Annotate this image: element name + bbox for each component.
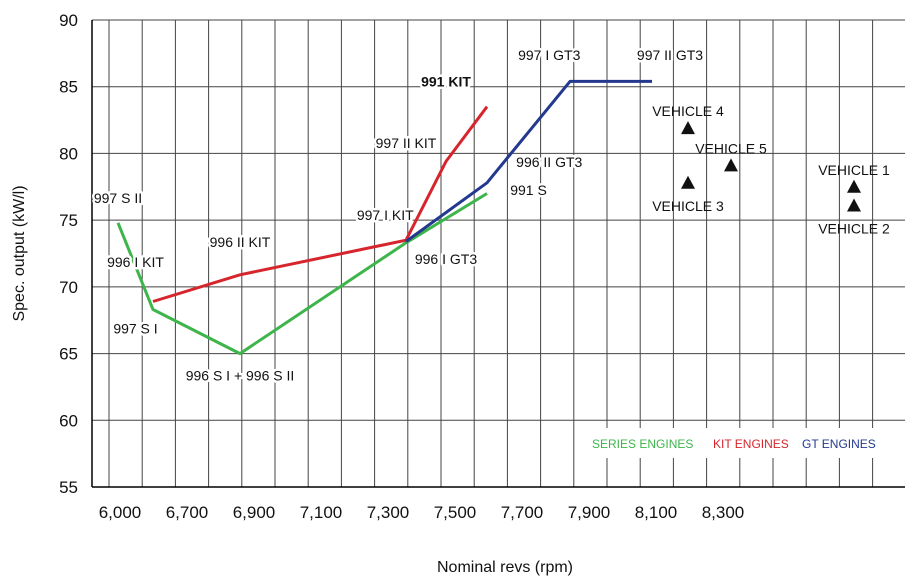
- annotation-label: 991 S: [510, 182, 547, 198]
- annotation-label: 997 I KIT: [357, 207, 414, 223]
- annotation-label: 991 KIT: [421, 74, 471, 90]
- x-tick-label: 7,900: [568, 503, 611, 522]
- vehicle-label: VEHICLE 4: [652, 103, 724, 119]
- y-tick-label: 80: [59, 144, 78, 163]
- vehicle-marker: [681, 121, 695, 135]
- vehicle-label: VEHICLE 5: [695, 140, 767, 156]
- annotation-label: 997 S II: [94, 190, 142, 206]
- tick-labels: 55 60 65 70 75 80 85 90 6,000 6,700 6,900 7,100 7,30…: [59, 11, 744, 522]
- legend-item: GT ENGINES: [802, 437, 876, 451]
- grid: [92, 19, 905, 488]
- vehicle-marker: [847, 198, 861, 212]
- y-tick-label: 75: [59, 211, 78, 230]
- series-line: [116, 192, 488, 356]
- x-tick-label: 7,500: [434, 503, 477, 522]
- vehicle-marker: [681, 175, 695, 189]
- series-line: [152, 105, 489, 303]
- x-tick-label: 7,700: [501, 503, 544, 522]
- y-axis-title: Spec. output (kW/l): [11, 185, 28, 321]
- y-tick-label: 65: [59, 345, 78, 364]
- legend-item: KIT ENGINES: [713, 437, 789, 451]
- x-tick-label: 7,100: [300, 503, 343, 522]
- annotation-label: 996 I GT3: [415, 251, 477, 267]
- legend: SERIES ENGINES KIT ENGINES GT ENGINES: [586, 428, 896, 458]
- annotation-label: 997 II KIT: [376, 135, 437, 151]
- x-tick-label: 6,700: [166, 503, 209, 522]
- y-tick-label: 90: [59, 11, 78, 30]
- legend-box: [586, 428, 896, 458]
- x-tick-label: 6,900: [233, 503, 276, 522]
- vehicle-label: VEHICLE 2: [818, 220, 890, 236]
- vehicle-marker: [724, 158, 738, 172]
- annotation-label: 996 I KIT: [107, 254, 164, 270]
- vehicle-label: VEHICLE 1: [818, 162, 890, 178]
- annotation-label: 997 S I: [113, 321, 157, 337]
- axes: [91, 20, 905, 488]
- vehicle-markers: VEHICLE 1 VEHICLE 2 VEHICLE 3 VEHICLE 4 VEHI…: [652, 103, 890, 236]
- y-tick-label: 55: [59, 478, 78, 497]
- annotations: 997 S II 996 I KIT 996 II KIT 997 S I 996 S …: [91, 45, 705, 386]
- y-tick-label: 70: [59, 278, 78, 297]
- annotation-label: 996 S I + 996 S II: [186, 367, 295, 383]
- annotation-label: 996 II GT3: [516, 154, 582, 170]
- x-tick-label: 8,100: [635, 503, 678, 522]
- series-line: [405, 79, 652, 243]
- y-tick-label: 85: [59, 78, 78, 97]
- x-axis-title: Nominal revs (rpm): [437, 559, 573, 576]
- x-tick-label: 8,300: [702, 503, 745, 522]
- series-lines: [116, 79, 652, 356]
- annotation-label: 997 I GT3: [518, 47, 580, 63]
- x-tick-label: 7,300: [367, 503, 410, 522]
- legend-item: SERIES ENGINES: [592, 437, 693, 451]
- annotation-label: 996 II KIT: [210, 234, 271, 250]
- x-tick-label: 6,000: [99, 503, 142, 522]
- y-tick-label: 60: [59, 411, 78, 430]
- vehicle-label: VEHICLE 3: [652, 198, 724, 214]
- annotation-label: 997 II GT3: [637, 47, 703, 63]
- vehicle-marker: [847, 179, 861, 193]
